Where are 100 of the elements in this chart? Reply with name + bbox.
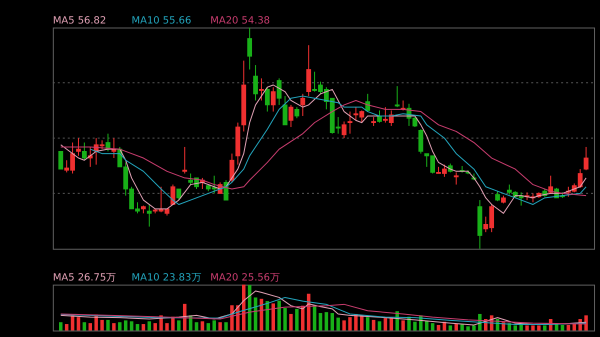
bar	[366, 317, 370, 330]
bar	[401, 320, 405, 330]
candlestick	[259, 78, 264, 101]
bar	[254, 297, 258, 330]
candlestick	[377, 110, 382, 124]
bar	[448, 325, 452, 330]
candlestick	[348, 111, 352, 134]
bar	[560, 324, 564, 330]
text: MA20 54.38	[210, 15, 270, 26]
candlestick	[288, 104, 294, 128]
bar	[525, 325, 529, 330]
candlestick	[270, 86, 276, 112]
bar	[295, 308, 299, 330]
bar	[206, 323, 210, 330]
bar	[436, 324, 440, 330]
candlestick	[584, 146, 588, 171]
text: MA10 23.83万	[132, 272, 202, 284]
bar	[330, 313, 334, 330]
bar	[584, 315, 588, 330]
text: MA5 56.82	[52, 15, 106, 26]
candlestick	[300, 93, 306, 116]
candlestick	[76, 138, 81, 156]
bar	[301, 306, 305, 330]
candlestick	[282, 96, 288, 126]
bar	[136, 324, 140, 330]
bar	[554, 324, 558, 330]
candlestick	[176, 188, 182, 201]
bar	[70, 315, 74, 330]
candlestick	[306, 44, 312, 97]
candlestick	[247, 26, 252, 70]
bar	[130, 321, 134, 330]
bar	[514, 325, 517, 330]
bar	[306, 294, 310, 330]
candlestick	[82, 142, 87, 161]
bar	[342, 320, 346, 330]
bar	[177, 320, 181, 330]
bar	[148, 321, 152, 330]
candlestick	[58, 150, 64, 170]
bar	[472, 325, 476, 330]
bar	[283, 308, 287, 330]
candlestick	[394, 86, 400, 108]
bar	[454, 324, 458, 330]
bar	[266, 301, 270, 330]
bar	[372, 320, 376, 330]
bar	[277, 300, 281, 330]
candlestick	[111, 138, 116, 159]
bar	[248, 285, 252, 330]
bar	[324, 312, 328, 330]
candlestick	[264, 86, 270, 112]
bar	[519, 324, 523, 330]
bar	[531, 325, 535, 330]
bar	[318, 313, 322, 330]
bar	[413, 322, 417, 330]
bar	[182, 304, 186, 330]
text: MA20 25.56万	[210, 272, 280, 284]
candlestick	[253, 64, 258, 101]
bar	[289, 314, 293, 330]
bar	[224, 322, 228, 330]
bar	[82, 322, 86, 330]
bar	[566, 324, 570, 330]
bar	[430, 323, 434, 330]
candlestick	[342, 121, 346, 139]
bar	[348, 317, 352, 330]
bar	[424, 320, 428, 330]
bar	[59, 322, 63, 330]
bar	[64, 324, 68, 330]
bar	[142, 324, 146, 330]
bar	[260, 298, 264, 330]
bar	[194, 322, 198, 330]
bar	[218, 322, 222, 330]
bar	[153, 323, 157, 330]
bar	[312, 306, 316, 330]
bar	[360, 315, 364, 330]
bar	[543, 325, 547, 330]
bar	[124, 320, 128, 330]
bar	[112, 323, 116, 330]
bar	[460, 324, 464, 330]
bar	[572, 324, 576, 330]
bar	[466, 326, 470, 330]
text: MA10 55.66	[132, 15, 192, 26]
text: MA5 26.75万	[52, 272, 116, 284]
candlestick	[146, 204, 152, 228]
bar	[212, 320, 216, 330]
bar	[106, 320, 110, 330]
bar	[171, 316, 175, 330]
candlestick	[230, 153, 234, 183]
bar	[88, 323, 92, 330]
bar	[76, 317, 80, 330]
candlestick	[495, 190, 500, 202]
bar	[118, 322, 122, 330]
bar	[272, 303, 275, 330]
bar	[100, 320, 104, 330]
bar	[384, 318, 388, 330]
bar	[537, 325, 541, 330]
bar	[242, 284, 246, 330]
bar	[200, 321, 204, 330]
bar	[390, 318, 394, 330]
bar	[336, 318, 340, 330]
candlestick	[418, 128, 424, 154]
candlestick	[294, 106, 300, 119]
